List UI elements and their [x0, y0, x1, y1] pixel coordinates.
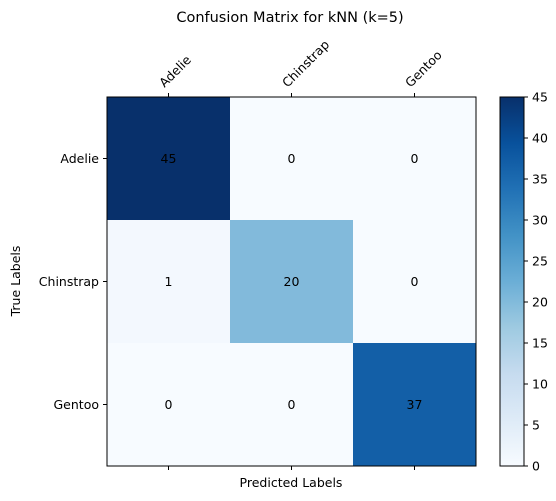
heatmap-cell: [353, 97, 477, 221]
y-axis-ticks: Adelie Chinstrap Gentoo: [39, 151, 107, 412]
heatmap-cell: [353, 220, 477, 344]
y-tick-label: Gentoo: [54, 397, 100, 412]
colorbar: [499, 96, 525, 467]
colorbar-tick-label: 40: [532, 131, 548, 146]
x-tick-label: Adelie: [156, 52, 194, 90]
colorbar-tick-label: 30: [532, 213, 548, 228]
cell-value-label: 0: [288, 397, 296, 412]
x-tick-label: Gentoo: [402, 47, 445, 90]
cell-value-label: 20: [284, 274, 300, 289]
heatmap-cell: [353, 343, 477, 467]
y-tick-label: Adelie: [60, 151, 99, 166]
cell-value-label: 37: [407, 397, 423, 412]
colorbar-tick-label: 25: [532, 254, 548, 269]
colorbar-tick-label: 15: [532, 336, 548, 351]
heatmap-cell: [230, 97, 354, 221]
x-axis-label: Predicted Labels: [240, 475, 343, 490]
x-tick-label: Chinstrap: [279, 37, 332, 90]
y-tick-label: Chinstrap: [39, 274, 99, 289]
colorbar-tick-label: 5: [532, 418, 540, 433]
colorbar-tick-label: 35: [532, 172, 548, 187]
heatmap-cell: [107, 97, 231, 221]
colorbar-tick-label: 10: [532, 377, 548, 392]
cell-value-label: 0: [288, 151, 296, 166]
heatmap-cell: [107, 220, 231, 344]
heatmap-cells: [107, 97, 477, 467]
y-axis-label: True Labels: [8, 246, 23, 318]
cell-value-label: 45: [161, 151, 177, 166]
chart-title: Confusion Matrix for kNN (k=5): [176, 10, 403, 26]
colorbar-ticks: 0 5 10 15 20 25 30 35 40 45: [524, 90, 548, 474]
cell-value-label: 0: [411, 151, 419, 166]
heatmap-cell: [230, 343, 354, 467]
colorbar-tick-label: 20: [532, 295, 548, 310]
colorbar-tick-label: 0: [532, 459, 540, 474]
heatmap-cell-labels: 45 0 0 1 20 0 0 0 37: [161, 151, 423, 412]
heatmap-cell: [107, 343, 231, 467]
colorbar-tick-label: 45: [532, 90, 548, 105]
cell-value-label: 0: [165, 397, 173, 412]
heatmap-cell: [230, 220, 354, 344]
cell-value-label: 0: [411, 274, 419, 289]
cell-value-label: 1: [165, 274, 173, 289]
